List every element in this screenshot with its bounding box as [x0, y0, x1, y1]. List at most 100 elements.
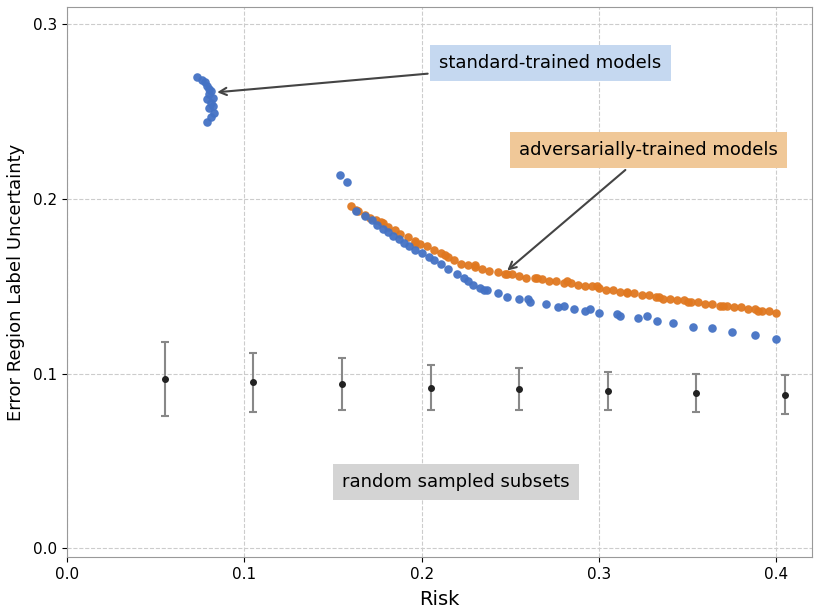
- Point: [202, 89, 216, 99]
- Point: [349, 206, 363, 216]
- Point: [467, 280, 480, 290]
- Point: [620, 286, 634, 296]
- Point: [501, 292, 514, 302]
- Point: [691, 297, 705, 307]
- Point: [387, 231, 400, 241]
- Point: [408, 236, 421, 246]
- Point: [756, 306, 769, 316]
- Point: [498, 269, 511, 279]
- Point: [397, 238, 411, 248]
- Text: standard-trained models: standard-trained models: [220, 54, 662, 95]
- Point: [374, 217, 387, 227]
- Point: [190, 72, 203, 82]
- Point: [468, 262, 482, 272]
- Point: [461, 261, 474, 270]
- Text: random sampled subsets: random sampled subsets: [342, 473, 570, 491]
- Point: [206, 102, 219, 111]
- Point: [422, 252, 435, 262]
- Point: [202, 103, 216, 113]
- Point: [543, 276, 556, 286]
- Point: [363, 213, 377, 223]
- Point: [592, 307, 605, 317]
- Point: [199, 77, 212, 87]
- Point: [561, 276, 574, 286]
- Point: [476, 264, 489, 274]
- Point: [725, 327, 738, 337]
- Point: [762, 306, 776, 316]
- Point: [473, 283, 487, 293]
- Point: [438, 250, 451, 260]
- Point: [461, 276, 474, 286]
- Point: [727, 302, 740, 312]
- Point: [557, 301, 570, 310]
- Point: [401, 232, 414, 242]
- Point: [620, 288, 634, 298]
- Point: [552, 302, 565, 312]
- Point: [201, 95, 214, 105]
- Point: [550, 276, 563, 286]
- Point: [450, 269, 463, 279]
- Point: [520, 273, 533, 283]
- Point: [413, 240, 426, 249]
- Point: [600, 285, 613, 295]
- Point: [358, 210, 372, 220]
- Point: [376, 224, 389, 233]
- Point: [344, 201, 358, 211]
- Point: [586, 282, 599, 291]
- Point: [557, 278, 570, 288]
- Point: [392, 234, 406, 244]
- Point: [365, 215, 378, 225]
- Point: [447, 255, 460, 265]
- Point: [201, 117, 214, 127]
- Point: [671, 296, 684, 306]
- Point: [752, 306, 765, 316]
- Point: [428, 245, 441, 254]
- Point: [382, 222, 395, 232]
- Point: [491, 267, 505, 277]
- Point: [442, 252, 455, 262]
- Point: [408, 238, 421, 248]
- Point: [481, 285, 494, 295]
- Point: [649, 292, 662, 302]
- X-axis label: Risk: Risk: [420, 590, 459, 609]
- Point: [699, 299, 712, 309]
- Point: [351, 206, 364, 216]
- Point: [686, 322, 700, 331]
- Point: [663, 294, 676, 304]
- Point: [204, 98, 217, 108]
- Point: [371, 221, 384, 230]
- Point: [204, 86, 217, 95]
- Text: adversarially-trained models: adversarially-trained models: [509, 141, 778, 269]
- Point: [713, 301, 726, 310]
- Point: [491, 288, 505, 298]
- Point: [705, 323, 719, 333]
- Point: [506, 269, 519, 279]
- Point: [583, 304, 596, 314]
- Point: [513, 294, 526, 304]
- Point: [195, 75, 208, 85]
- Point: [591, 282, 604, 291]
- Point: [521, 294, 534, 304]
- Point: [420, 241, 434, 251]
- Point: [202, 84, 216, 94]
- Point: [394, 229, 407, 239]
- Point: [734, 302, 748, 312]
- Point: [442, 264, 455, 274]
- Point: [513, 271, 526, 281]
- Point: [454, 259, 468, 269]
- Point: [677, 296, 691, 306]
- Point: [388, 225, 401, 235]
- Point: [501, 269, 514, 279]
- Point: [382, 227, 395, 237]
- Point: [482, 265, 496, 275]
- Point: [468, 261, 482, 270]
- Point: [403, 241, 416, 251]
- Point: [529, 273, 542, 283]
- Y-axis label: Error Region Label Uncertainty: Error Region Label Uncertainty: [7, 144, 25, 421]
- Point: [334, 169, 347, 179]
- Point: [614, 311, 627, 321]
- Point: [408, 245, 421, 254]
- Point: [578, 306, 591, 316]
- Point: [201, 81, 214, 91]
- Point: [564, 278, 577, 288]
